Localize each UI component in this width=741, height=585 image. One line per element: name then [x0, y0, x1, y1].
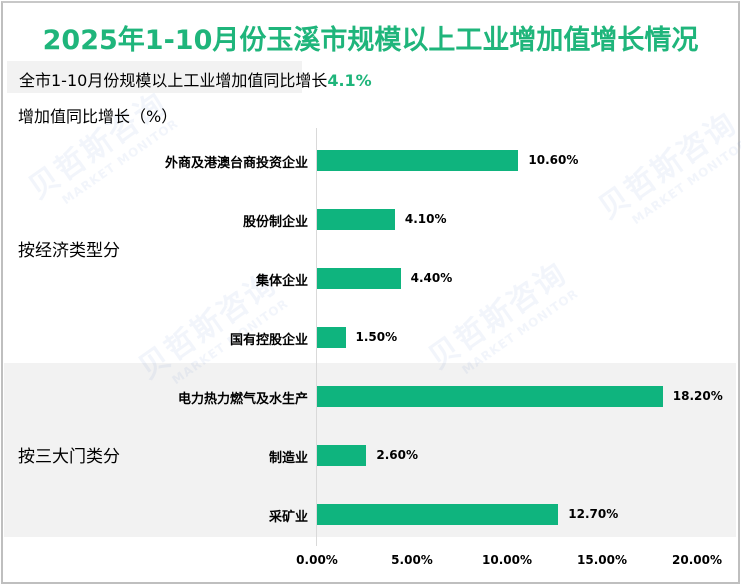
value-label: 1.50% [355, 330, 398, 344]
category-label: 电力热力燃气及水生产 [177, 392, 308, 407]
value-label: 2.60% [376, 448, 419, 462]
category-label: 股份制企业 [242, 215, 308, 230]
chart-title: 2025年1-10月份玉溪市规模以上工业增加值增长情况 [42, 25, 699, 56]
category-label: 国有控股企业 [229, 333, 308, 348]
group-label: 按三大门类分 [18, 447, 120, 467]
category-label: 采矿业 [268, 510, 308, 525]
bar [317, 150, 519, 171]
category-label: 外商及港澳台商投资企业 [164, 156, 308, 171]
x-tick: 0.00% [296, 553, 338, 567]
value-label: 4.40% [410, 271, 453, 285]
bar [317, 445, 367, 466]
category-label: 集体企业 [255, 274, 308, 289]
y-axis-label: 增加值同比增长（%） [18, 107, 178, 126]
bar [317, 209, 395, 230]
category-axis-line [316, 128, 317, 546]
x-tick: 5.00% [391, 553, 433, 567]
value-label: 18.20% [672, 389, 723, 403]
bar [317, 386, 663, 407]
bar [317, 268, 401, 289]
bar [317, 327, 346, 348]
value-label: 12.70% [568, 507, 619, 521]
chart-subtitle: 全市1-10月份规模以上工业增加值同比增长4.1% [19, 71, 372, 90]
category-label: 制造业 [268, 451, 308, 466]
subtitle-highlight: 4.1% [327, 71, 372, 90]
group-label: 按经济类型分 [18, 241, 120, 261]
x-tick: 15.00% [577, 553, 627, 567]
subtitle-box: 全市1-10月份规模以上工业增加值同比增长4.1% [7, 61, 372, 93]
x-tick: 20.00% [672, 553, 722, 567]
value-label: 4.10% [404, 212, 447, 226]
x-tick: 10.00% [482, 553, 532, 567]
value-label: 10.60% [528, 153, 579, 167]
bar [317, 504, 559, 525]
